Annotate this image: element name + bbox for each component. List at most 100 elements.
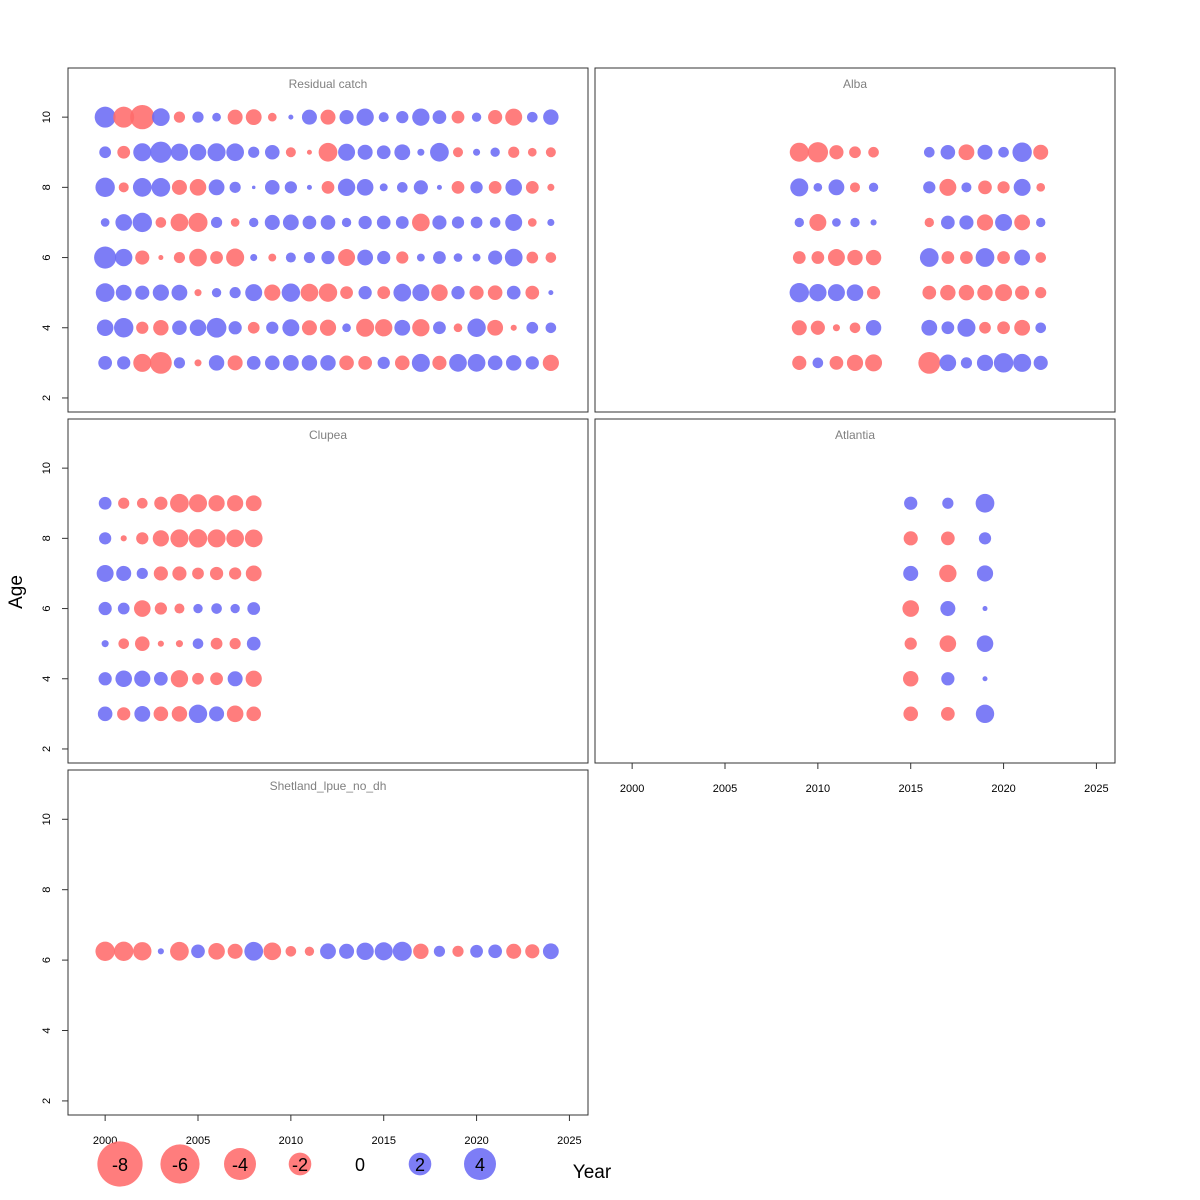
residual-bubble [1013, 353, 1032, 372]
residual-bubble [432, 215, 447, 230]
residual-bubble [95, 177, 115, 198]
residual-bubble [377, 250, 391, 265]
y-tick-label: 4 [41, 676, 53, 682]
residual-bubble [467, 318, 486, 337]
residual-bubble [212, 112, 221, 122]
residual-bubble [192, 672, 204, 685]
residual-bubble [378, 112, 389, 123]
residual-bubble [117, 356, 131, 370]
residual-bubble [173, 111, 186, 123]
residual-bubble [100, 218, 110, 227]
residual-bubble [152, 284, 169, 301]
residual-bubble [982, 676, 988, 682]
x-tick-label: 2025 [557, 1135, 581, 1147]
panel-frame [594, 418, 1116, 764]
residual-bubble [210, 672, 223, 686]
residual-bubble [282, 354, 299, 371]
residual-bubble [850, 217, 860, 228]
residual-bubble [940, 144, 956, 160]
residual-bubble [393, 283, 412, 302]
residual-bubble [941, 672, 955, 686]
residual-bubble [490, 147, 500, 157]
residual-bubble [117, 602, 130, 615]
residual-bubble [525, 180, 539, 194]
y-tick-label: 10 [41, 111, 53, 123]
residual-bubble [545, 147, 556, 158]
residual-bubble [118, 497, 130, 509]
residual-bubble [135, 285, 150, 300]
residual-bubble [374, 942, 393, 961]
residual-bubble [548, 290, 554, 296]
residual-bubble [268, 253, 277, 262]
residual-bubble [976, 214, 994, 231]
residual-bubble [1035, 287, 1047, 299]
residual-bubble [866, 286, 881, 300]
residual-bubble [192, 567, 204, 580]
residual-bubble [208, 495, 225, 512]
residual-bubble [453, 323, 463, 333]
residual-bubble [356, 179, 374, 196]
residual-bubble [940, 706, 955, 721]
residual-bubble [356, 318, 375, 337]
residual-bubble [192, 638, 204, 649]
residual-bubble [210, 637, 223, 650]
residual-bubble [377, 286, 391, 300]
residual-bubble [133, 353, 152, 372]
residual-bubble [157, 948, 164, 955]
residual-bubble [449, 354, 467, 372]
residual-bubble [488, 180, 502, 194]
x-tick-label: 2005 [713, 783, 737, 795]
y-tick-label: 6 [41, 605, 53, 611]
residual-bubble [940, 531, 955, 546]
residual-bubble [978, 532, 992, 545]
residual-bubble [245, 670, 262, 687]
residual-bubble [471, 112, 482, 122]
legend-bubble [97, 1141, 143, 1187]
residual-bubble [210, 216, 223, 229]
residual-bubble [542, 354, 559, 371]
residual-bubble [379, 183, 388, 192]
residual-bubble [153, 566, 168, 581]
residual-bubble [170, 941, 189, 961]
residual-bubble [417, 148, 425, 156]
residual-bubble [120, 535, 127, 542]
residual-bubble [264, 180, 280, 195]
residual-bubble [188, 529, 208, 548]
residual-bubble [940, 601, 956, 617]
residual-bubble [339, 110, 354, 125]
residual-bubble [244, 529, 263, 548]
residual-bubble [941, 251, 955, 264]
residual-bubble [171, 706, 188, 722]
residual-bubble [173, 357, 186, 369]
residual-bubble [285, 945, 297, 957]
residual-bubble [505, 355, 522, 371]
residual-bubble [846, 284, 864, 301]
residual-bubble [527, 218, 537, 227]
residual-bubble [157, 640, 164, 647]
y-tick-label: 8 [41, 887, 53, 893]
residual-bubble [358, 286, 372, 300]
residual-bubble [134, 636, 150, 651]
residual-bubble [264, 144, 280, 160]
residual-bubble [467, 354, 486, 372]
y-tick-label: 10 [41, 462, 53, 474]
residual-bubble [977, 284, 993, 301]
residual-bubble [338, 143, 356, 161]
y-tick-label: 6 [41, 254, 53, 260]
residual-bubble [267, 112, 277, 122]
residual-bubble [488, 110, 503, 125]
residual-bubble [96, 564, 114, 582]
residual-bubble [791, 320, 807, 336]
residual-bubble [303, 251, 316, 264]
residual-bubble [1014, 249, 1031, 266]
residual-bubble [206, 317, 227, 338]
residual-bubble [194, 359, 202, 367]
residual-bubble [975, 248, 995, 267]
residual-bubble [246, 636, 261, 651]
residual-bubble [472, 253, 481, 262]
residual-bubble [170, 493, 189, 513]
residual-bubble [470, 181, 483, 194]
residual-bubble [451, 110, 465, 124]
residual-bubble [957, 318, 976, 337]
residual-bubble [98, 601, 112, 616]
